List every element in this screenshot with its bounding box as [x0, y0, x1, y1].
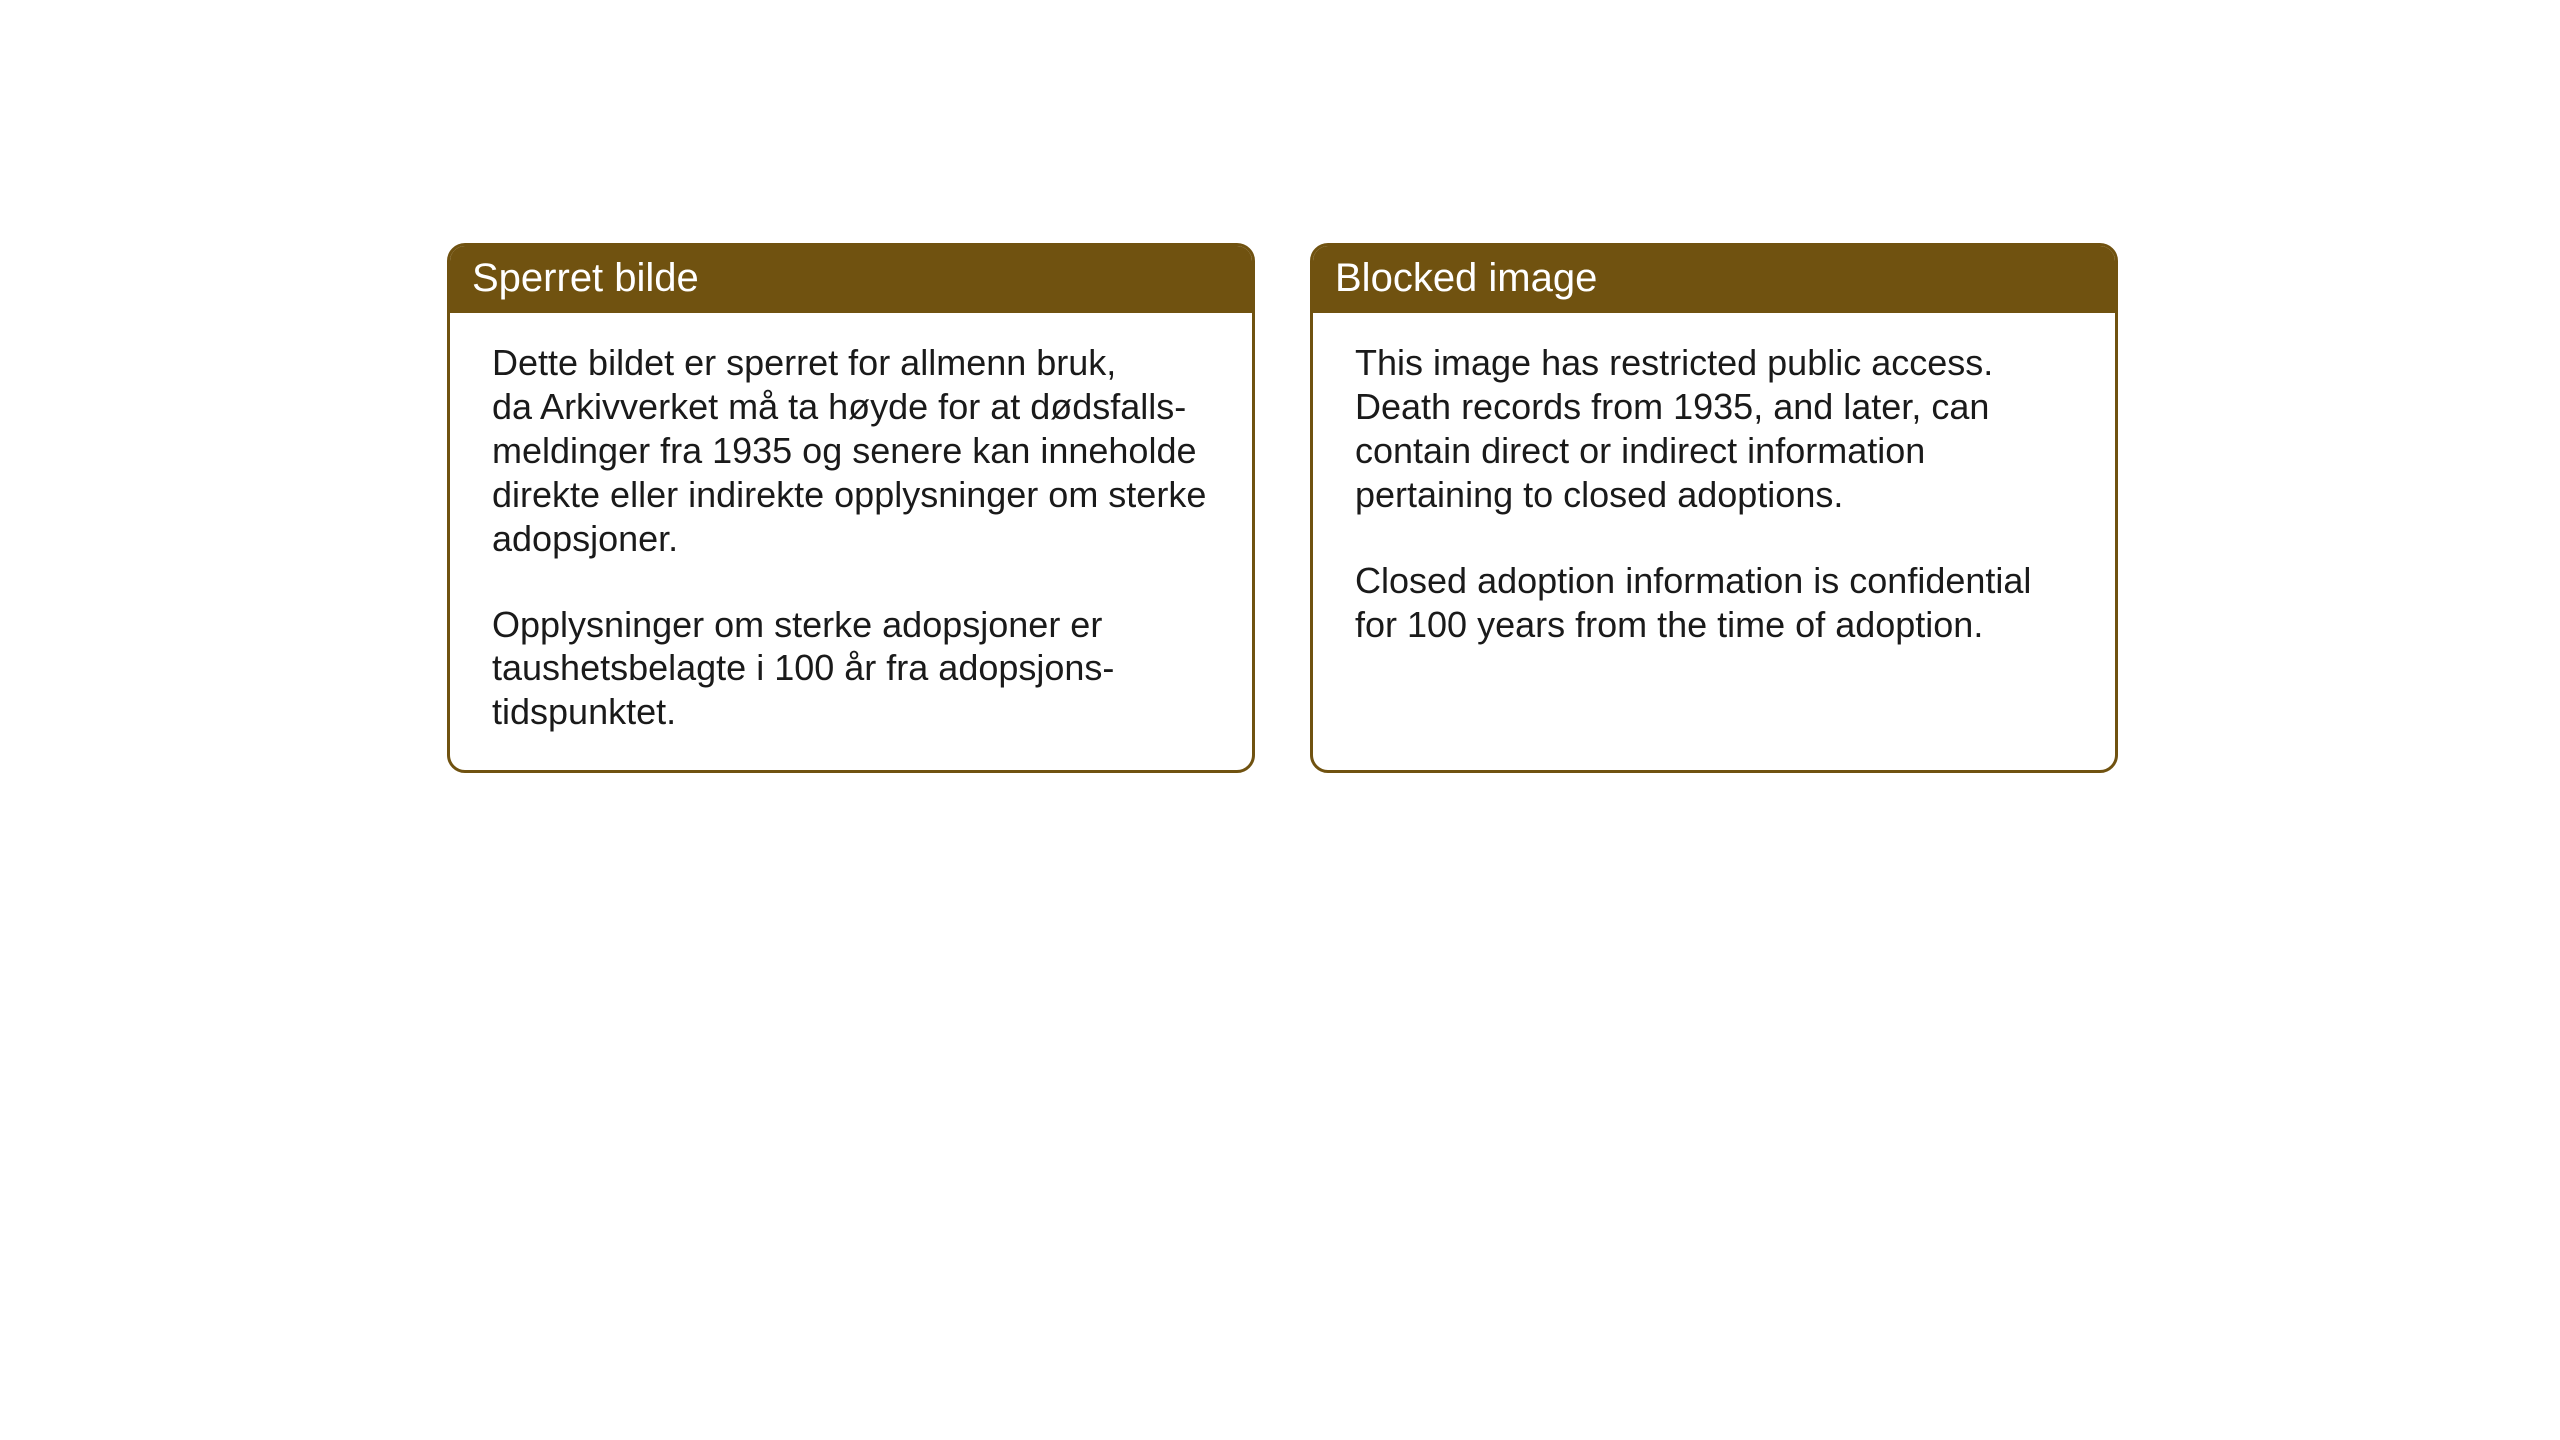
card-paragraph-2-english: Closed adoption information is confident… [1355, 559, 2073, 647]
card-body-norwegian: Dette bildet er sperret for allmenn bruk… [450, 313, 1252, 770]
card-header-norwegian: Sperret bilde [450, 246, 1252, 313]
notice-cards-container: Sperret bilde Dette bildet er sperret fo… [447, 243, 2118, 773]
card-body-english: This image has restricted public access.… [1313, 313, 2115, 713]
card-title-english: Blocked image [1335, 256, 1597, 300]
card-paragraph-2-norwegian: Opplysninger om sterke adopsjoner er tau… [492, 603, 1210, 735]
card-paragraph-1-english: This image has restricted public access.… [1355, 341, 2073, 517]
notice-card-english: Blocked image This image has restricted … [1310, 243, 2118, 773]
card-title-norwegian: Sperret bilde [472, 256, 699, 300]
card-header-english: Blocked image [1313, 246, 2115, 313]
notice-card-norwegian: Sperret bilde Dette bildet er sperret fo… [447, 243, 1255, 773]
card-paragraph-1-norwegian: Dette bildet er sperret for allmenn bruk… [492, 341, 1210, 561]
